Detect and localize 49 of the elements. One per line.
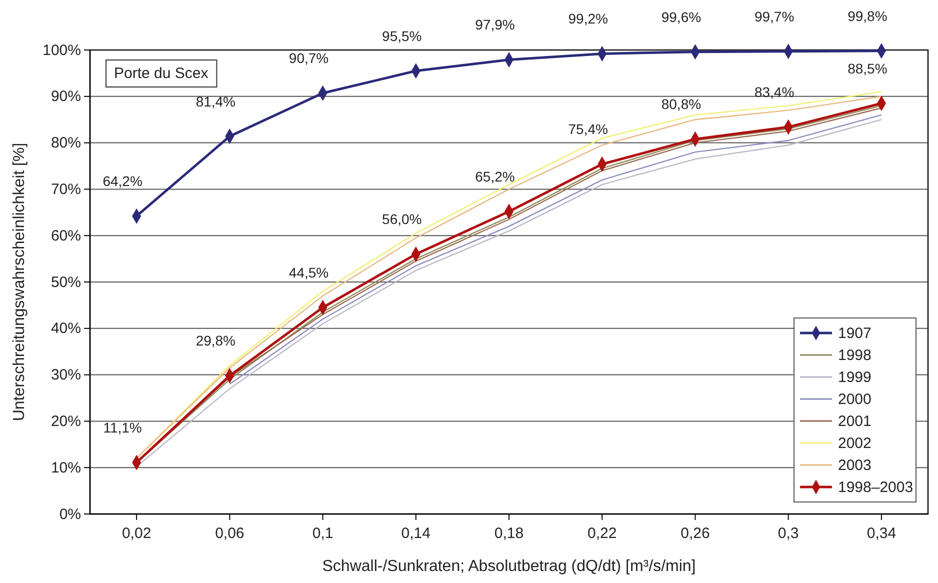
data-label: 90,7% <box>288 50 329 66</box>
data-label: 99,2% <box>568 10 608 27</box>
data-label: 99,8% <box>848 8 888 24</box>
data-label: 56,0% <box>382 211 422 228</box>
x-tick-label: 0,18 <box>494 525 524 542</box>
x-tick-label: 0,06 <box>215 525 244 542</box>
data-label: 64,2% <box>102 173 142 190</box>
data-label: 83,4% <box>754 84 794 100</box>
data-label: 88,5% <box>848 60 888 76</box>
data-label: 29,8% <box>196 332 236 349</box>
y-tick-label: 40% <box>50 320 81 338</box>
x-axis-title: Schwall-/Sunkraten; Absolutbetrag (dQ/dt) [m³/s/min] <box>322 558 696 575</box>
legend-label: 2002 <box>838 435 872 452</box>
y-tick-label: 10% <box>50 459 81 476</box>
y-tick-label: 0% <box>59 506 81 523</box>
data-label: 65,2% <box>475 168 515 184</box>
legend-label: 1998–2003 <box>838 479 914 496</box>
x-tick-label: 0,14 <box>401 525 430 542</box>
y-tick-label: 30% <box>50 366 81 384</box>
data-label: 99,7% <box>754 8 794 24</box>
legend-label: 1998 <box>838 347 872 364</box>
x-tick-label: 0,22 <box>588 525 617 542</box>
x-tick-label: 0,3 <box>778 525 799 542</box>
y-tick-label: 60% <box>50 227 81 244</box>
y-tick-label: 90% <box>50 88 81 106</box>
data-label: 81,4% <box>196 93 236 110</box>
data-label: 99,6% <box>661 8 702 25</box>
y-tick-label: 80% <box>50 134 81 152</box>
y-tick-label: 20% <box>50 413 81 430</box>
y-tick-label: 50% <box>50 274 81 291</box>
y-tick-label: 100% <box>42 42 81 59</box>
x-tick-label: 0,26 <box>680 525 710 542</box>
data-label: 44,5% <box>288 264 329 281</box>
legend-label: 2003 <box>838 457 872 474</box>
y-axis-title: Unterschreitungswahrscheinlichkeit [%] <box>11 142 28 422</box>
legend-label: 1999 <box>838 369 872 386</box>
x-tick-label: 0,34 <box>866 525 896 542</box>
x-tick-label: 0,02 <box>122 525 152 542</box>
x-tick-label: 0,1 <box>312 525 334 542</box>
legend-label: 2001 <box>838 413 872 430</box>
data-label: 75,4% <box>568 121 608 138</box>
data-label: 95,5% <box>382 28 422 44</box>
data-label: 11,1% <box>103 419 142 436</box>
data-label: 80,8% <box>661 96 702 112</box>
y-tick-label: 70% <box>50 181 81 198</box>
legend-label: 2000 <box>838 391 872 408</box>
data-label: 97,9% <box>475 16 515 33</box>
legend-label: 1907 <box>838 325 872 342</box>
annotation: Porte du Scex <box>114 65 209 82</box>
